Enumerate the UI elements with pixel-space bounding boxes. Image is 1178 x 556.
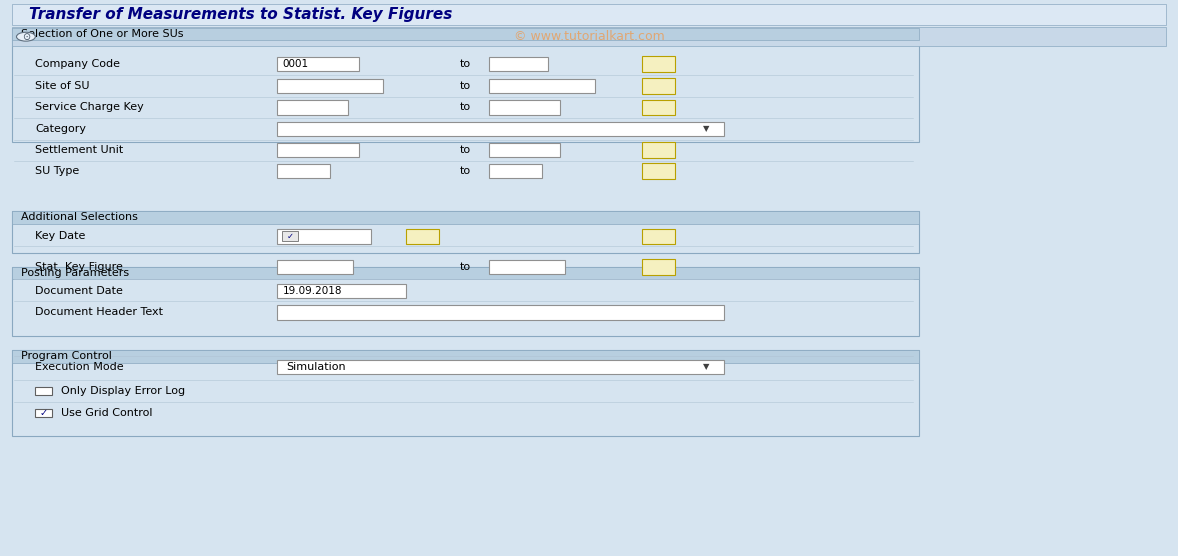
Text: Simulation: Simulation <box>286 362 346 372</box>
Bar <box>489 143 560 157</box>
Bar <box>12 267 919 336</box>
Text: ▼: ▼ <box>703 125 710 133</box>
Text: Company Code: Company Code <box>35 59 120 69</box>
Text: to: to <box>459 59 470 69</box>
Bar <box>642 259 675 275</box>
Bar <box>406 229 439 244</box>
Text: Category: Category <box>35 124 86 134</box>
Text: Transfer of Measurements to Statist. Key Figures: Transfer of Measurements to Statist. Key… <box>29 7 452 22</box>
Text: Stat. Key Figure: Stat. Key Figure <box>35 262 124 272</box>
Text: Only Display Error Log: Only Display Error Log <box>61 386 185 396</box>
Text: ✓: ✓ <box>286 232 293 241</box>
Text: SU Type: SU Type <box>35 166 80 176</box>
Bar <box>35 387 52 395</box>
Text: to: to <box>459 81 470 91</box>
Bar <box>12 27 1166 46</box>
Circle shape <box>16 32 35 41</box>
Bar <box>35 409 52 417</box>
Bar <box>642 78 675 94</box>
Text: to: to <box>459 102 470 112</box>
Text: ⊙: ⊙ <box>22 32 29 42</box>
Bar <box>277 143 359 157</box>
Bar <box>642 142 675 158</box>
Text: Use Grid Control: Use Grid Control <box>61 408 153 418</box>
Text: to: to <box>459 166 470 176</box>
Bar <box>12 211 919 253</box>
Text: Document Date: Document Date <box>35 286 124 296</box>
Text: 19.09.2018: 19.09.2018 <box>283 286 343 296</box>
Bar <box>277 122 724 136</box>
Bar <box>642 229 675 244</box>
Bar <box>12 267 919 279</box>
Bar <box>277 79 383 93</box>
Bar <box>489 57 548 71</box>
Text: Service Charge Key: Service Charge Key <box>35 102 144 112</box>
Text: Program Control: Program Control <box>21 351 112 361</box>
Bar <box>489 79 595 93</box>
Bar <box>277 284 406 298</box>
Bar <box>12 350 919 436</box>
Bar <box>489 100 560 115</box>
Bar <box>277 360 724 374</box>
Text: ▼: ▼ <box>703 363 710 371</box>
Bar <box>277 57 359 71</box>
Bar <box>277 260 353 274</box>
Bar <box>489 164 542 178</box>
Text: Site of SU: Site of SU <box>35 81 90 91</box>
Bar <box>489 260 565 274</box>
Bar <box>282 231 298 241</box>
Bar <box>642 100 675 115</box>
Text: Document Header Text: Document Header Text <box>35 307 164 317</box>
Text: Additional Selections: Additional Selections <box>21 212 138 222</box>
Text: © www.tutorialkart.com: © www.tutorialkart.com <box>514 30 664 43</box>
Bar <box>642 163 675 179</box>
Bar <box>277 229 371 244</box>
Bar <box>12 28 919 142</box>
Bar <box>12 28 919 40</box>
Text: 0001: 0001 <box>283 59 309 69</box>
Text: ✓: ✓ <box>40 408 47 418</box>
Text: Settlement Unit: Settlement Unit <box>35 145 124 155</box>
Text: Key Date: Key Date <box>35 231 86 241</box>
Text: Selection of One or More SUs: Selection of One or More SUs <box>21 29 184 39</box>
Bar <box>642 56 675 72</box>
Text: to: to <box>459 145 470 155</box>
Bar <box>12 4 1166 25</box>
Bar <box>277 100 348 115</box>
Bar <box>12 350 919 363</box>
Text: Posting Parameters: Posting Parameters <box>21 268 130 278</box>
Bar <box>12 211 919 224</box>
Bar <box>277 164 330 178</box>
Text: to: to <box>459 262 470 272</box>
Text: Execution Mode: Execution Mode <box>35 362 124 372</box>
Bar <box>277 305 724 320</box>
